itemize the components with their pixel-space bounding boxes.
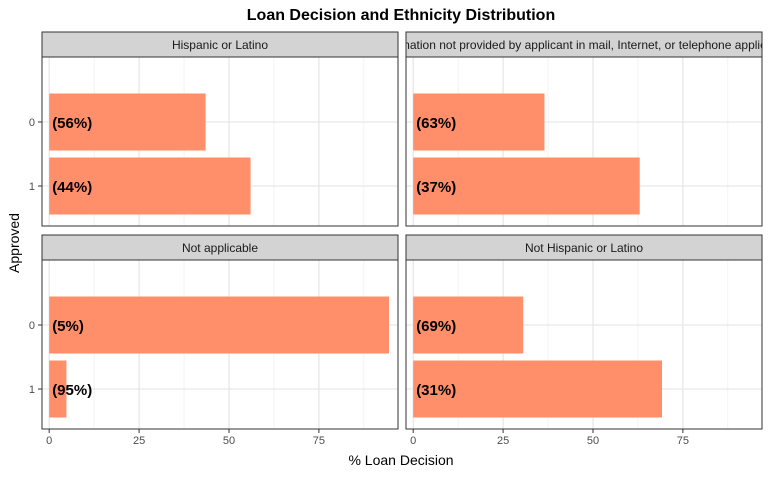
facet-panel: Not Hispanic or Latino (69%) (31%) 0 25 50 75 [405, 234, 763, 447]
x-tick-label: 50 [223, 435, 235, 447]
facets-layer: Hispanic or Latino (56%) (44%) 0 1 Informatio… [29, 31, 770, 447]
bar [49, 296, 390, 354]
bar [413, 93, 545, 151]
x-tick-label: 50 [587, 435, 599, 447]
bar-label: (44%) [52, 179, 92, 196]
y-tick-label: 0 [29, 320, 35, 332]
y-tick-label: 0 [29, 117, 35, 129]
x-tick-label: 25 [133, 435, 145, 447]
panel-border [405, 259, 763, 430]
bar [413, 360, 663, 418]
chart-title: Loan Decision and Ethnicity Distribution [247, 7, 555, 24]
facet-panel: Hispanic or Latino (56%) (44%) 0 1 [29, 31, 399, 227]
facet-strip-label: Not Hispanic or Latino [525, 241, 643, 255]
bar [49, 360, 67, 418]
x-tick-label: 0 [46, 435, 52, 447]
facet-strip [405, 234, 763, 261]
facet-panel: Information not provided by applicant in… [376, 31, 770, 227]
facet-panel: Not applicable (5%) (95%) 0 1 0 25 50 75 [29, 234, 399, 447]
bar-label: (69%) [416, 318, 456, 335]
facet-strip-label: Hispanic or Latino [172, 38, 268, 52]
x-axis-title: % Loan Decision [348, 452, 453, 468]
y-tick-label: 1 [29, 384, 35, 396]
bar [49, 93, 206, 151]
panel-border [41, 56, 399, 227]
bar-label: (63%) [416, 115, 456, 132]
facet-strip [405, 31, 763, 58]
x-tick-label: 75 [313, 435, 325, 447]
x-tick-label: 25 [497, 435, 509, 447]
bar [49, 157, 251, 215]
bar-label: (31%) [416, 382, 456, 399]
facet-strip-label: Not applicable [182, 241, 258, 255]
bar-label: (56%) [52, 115, 92, 132]
facet-strip [41, 234, 399, 261]
y-tick-label: 1 [29, 181, 35, 193]
x-tick-label: 0 [410, 435, 416, 447]
bar [413, 157, 640, 215]
facet-strip-label: Information not provided by applicant in… [376, 38, 770, 52]
facet-strip [41, 31, 399, 58]
bar-label: (5%) [52, 318, 84, 335]
y-axis-title: Approved [6, 213, 22, 273]
bar-label: (37%) [416, 179, 456, 196]
x-tick-label: 75 [677, 435, 689, 447]
bar-label: (95%) [52, 382, 92, 399]
panel-border [41, 259, 399, 430]
bar [413, 296, 524, 354]
panel-border [405, 56, 763, 227]
